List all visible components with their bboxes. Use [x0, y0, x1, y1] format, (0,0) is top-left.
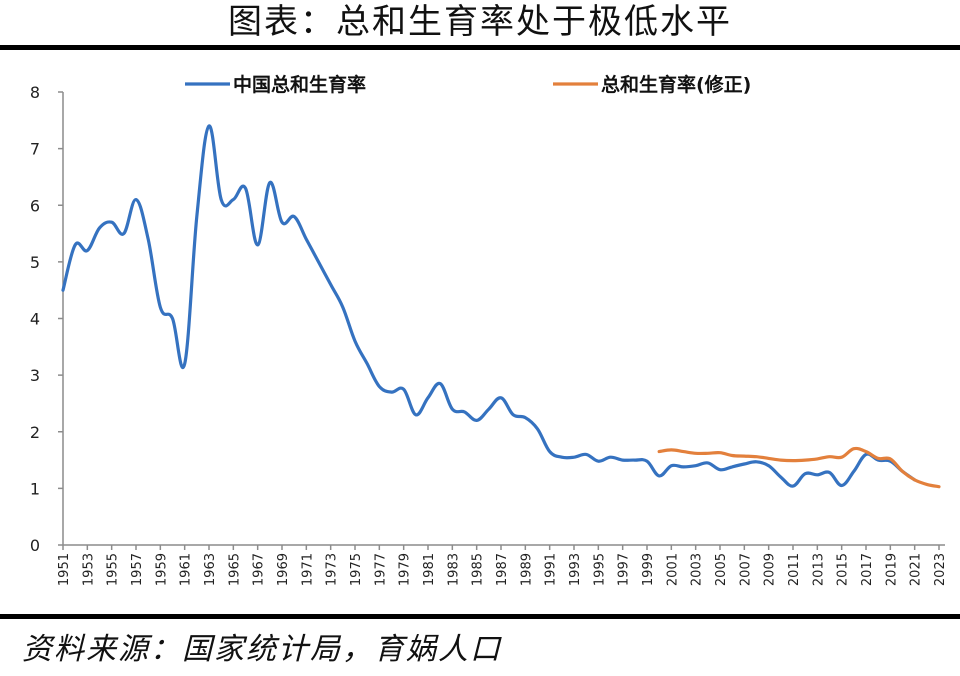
x-tick-label: 1971 — [300, 553, 315, 586]
x-tick-label: 2003 — [690, 553, 705, 586]
x-tick-label: 1961 — [179, 553, 194, 586]
y-tick-label: 6 — [30, 196, 40, 215]
x-tick-label: 1967 — [252, 553, 267, 586]
x-tick-label: 1977 — [373, 553, 388, 586]
y-tick-label: 7 — [30, 140, 40, 159]
x-tick-label: 1989 — [519, 553, 534, 586]
legend-label: 中国总和生育率 — [233, 73, 366, 96]
x-tick-label: 1959 — [154, 553, 169, 586]
x-tick-label: 2001 — [665, 553, 680, 586]
x-tick-label: 1963 — [203, 553, 218, 586]
y-tick-label: 1 — [30, 479, 40, 498]
x-tick-label: 2021 — [909, 553, 924, 586]
x-tick-label: 2009 — [763, 553, 778, 586]
y-tick-label: 5 — [30, 253, 40, 272]
x-tick-label: 1983 — [446, 553, 461, 586]
x-tick-label: 1955 — [106, 553, 121, 586]
x-tick-label: 1991 — [544, 553, 559, 586]
x-tick-label: 1979 — [398, 553, 413, 586]
x-tick-label: 1993 — [568, 553, 583, 586]
source-note: 资料来源：国家统计局，育娲人口 — [22, 632, 502, 667]
bottom-divider — [0, 614, 960, 619]
y-tick-label: 4 — [30, 310, 40, 329]
x-tick-label: 1969 — [276, 553, 291, 586]
x-tick-label: 2019 — [884, 553, 899, 586]
chart-legend: 中国总和生育率 总和生育率(修正) — [185, 73, 751, 96]
x-tick-label: 2011 — [787, 553, 802, 586]
x-tick-label: 2017 — [860, 553, 875, 586]
x-tick-label: 1987 — [495, 553, 510, 586]
x-tick-label: 1957 — [130, 553, 145, 586]
china-tfr-line — [61, 124, 917, 488]
legend-tfr-revised: 总和生育率(修正) — [553, 73, 751, 96]
line-chart: 中国总和生育率 总和生育率(修正) 0 1 2 3 4 5 6 7 8 1951 1953 1955 19… — [30, 73, 948, 586]
y-tick-label: 3 — [30, 366, 40, 385]
y-tick-label: 8 — [30, 83, 40, 102]
x-tick-label: 1995 — [592, 553, 607, 586]
x-tick-label: 1999 — [641, 553, 656, 586]
legend-label: 总和生育率(修正) — [601, 73, 751, 96]
x-tick-label: 2007 — [738, 553, 753, 586]
x-tick-label: 1975 — [349, 553, 364, 586]
x-tick-label: 1953 — [81, 553, 96, 586]
x-tick-label: 1973 — [325, 553, 340, 586]
x-tick-label: 1981 — [422, 553, 437, 586]
x-tick-label: 1997 — [617, 553, 632, 586]
legend-china-tfr: 中国总和生育率 — [185, 73, 366, 96]
chart-series — [61, 124, 941, 489]
x-tick-label: 1951 — [57, 553, 72, 586]
chart-title: 图表：总和生育率处于极低水平 — [228, 2, 732, 42]
x-tick-label: 2015 — [836, 553, 851, 586]
tfr-revised-line — [657, 446, 941, 489]
x-tick-label: 2005 — [714, 553, 729, 586]
x-tick-label: 1965 — [227, 553, 242, 586]
y-tick-label: 0 — [30, 536, 40, 555]
x-tick-label: 2013 — [811, 553, 826, 586]
top-divider — [0, 45, 960, 50]
x-tick-label: 2023 — [933, 553, 948, 586]
chart-axes: 0 1 2 3 4 5 6 7 8 1951 1953 1955 1957 1959 1961 1963 196… — [30, 83, 948, 586]
y-tick-label: 2 — [30, 423, 40, 442]
x-tick-label: 1985 — [471, 553, 486, 586]
